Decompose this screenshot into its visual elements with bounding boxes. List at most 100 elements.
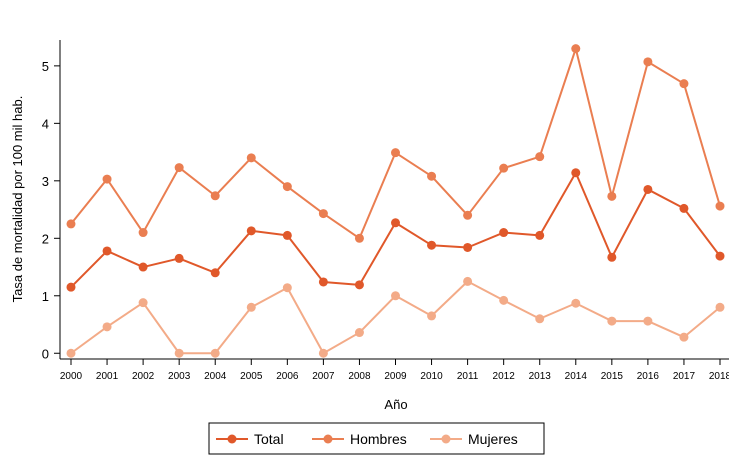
x-tick-label: 2009 [384, 371, 407, 382]
x-tick-label: 2003 [168, 371, 191, 382]
data-point [499, 295, 509, 305]
data-point [715, 302, 725, 312]
series-layer [66, 44, 725, 358]
data-point [643, 184, 653, 194]
data-point [354, 233, 364, 243]
x-tick-label: 2012 [493, 371, 516, 382]
data-point [66, 348, 76, 358]
data-point [246, 153, 256, 163]
y-tick-label: 5 [42, 59, 49, 74]
data-point [102, 174, 112, 184]
data-point [102, 246, 112, 256]
data-point [391, 218, 400, 228]
x-tick-label: 2015 [601, 371, 624, 382]
legend-label: Hombres [350, 431, 407, 447]
data-point [282, 182, 292, 192]
legend-swatch-marker [441, 434, 451, 444]
x-tick-label: 2000 [60, 371, 83, 382]
y-tick-label: 3 [42, 174, 49, 189]
data-point [427, 171, 437, 181]
data-point [282, 230, 292, 240]
data-point [715, 251, 725, 261]
data-point [354, 328, 364, 338]
data-point [607, 252, 617, 262]
data-point [318, 277, 328, 287]
data-point [246, 226, 256, 236]
data-point [391, 291, 400, 301]
data-point [571, 168, 581, 178]
data-point [138, 298, 148, 308]
data-point [210, 268, 220, 278]
x-ticks: 2000 2001 2002 2003 2004 2005 2006 2007 2008 2009… [60, 359, 729, 382]
data-point [715, 201, 725, 211]
data-point [607, 191, 617, 201]
legend-swatch-marker [323, 434, 333, 444]
data-point [463, 242, 473, 252]
data-point [318, 348, 328, 358]
y-tick-label: 4 [42, 116, 49, 131]
legend-swatch-marker [227, 434, 237, 444]
y-axis-title: Tasa de mortalidad por 100 mil hab. [10, 96, 25, 303]
data-point [499, 163, 509, 173]
data-point [643, 57, 653, 67]
data-point [174, 348, 184, 358]
data-point [571, 44, 581, 54]
data-point [102, 322, 112, 332]
series-total [66, 168, 725, 292]
data-point [210, 348, 220, 358]
data-point [535, 230, 545, 240]
x-tick-label: 2018 [709, 371, 729, 382]
x-tick-label: 2008 [348, 371, 371, 382]
data-point [427, 311, 437, 321]
x-tick-label: 2002 [132, 371, 155, 382]
data-point [643, 316, 653, 326]
x-tick-label: 2011 [457, 371, 479, 382]
x-tick-label: 2013 [529, 371, 552, 382]
y-ticks: 0 1 2 3 4 5 [42, 59, 60, 361]
data-point [463, 210, 473, 220]
data-point [607, 316, 617, 326]
data-point [571, 298, 581, 308]
series-hombres [66, 44, 725, 243]
series-line [70, 47, 721, 240]
data-point [282, 283, 292, 293]
x-tick-label: 2016 [637, 371, 660, 382]
data-point [138, 228, 148, 238]
data-point [66, 282, 76, 292]
data-point [679, 203, 689, 213]
series-line [70, 171, 721, 288]
data-point [354, 280, 364, 290]
x-tick-label: 2017 [673, 371, 696, 382]
legend-item-mujeres: Mujeres [430, 431, 518, 447]
data-point [679, 79, 689, 89]
x-tick-label: 2006 [276, 371, 299, 382]
data-point [535, 152, 545, 162]
y-tick-label: 1 [42, 289, 49, 304]
data-point [66, 219, 76, 229]
data-point [210, 191, 220, 201]
x-axis-title: Año [384, 397, 407, 412]
x-tick-label: 2014 [565, 371, 588, 382]
data-point [174, 253, 184, 263]
data-point [679, 332, 689, 342]
data-point [318, 209, 328, 219]
data-point [138, 262, 148, 272]
series-mujeres [66, 276, 725, 358]
y-tick-label: 2 [42, 231, 49, 246]
x-tick-label: 2007 [312, 371, 335, 382]
data-point [174, 163, 184, 173]
x-tick-label: 2004 [204, 371, 227, 382]
axes [59, 40, 729, 360]
legend-label: Total [254, 431, 284, 447]
legend-label: Mujeres [468, 431, 518, 447]
data-point [246, 302, 256, 312]
legend-box [208, 422, 545, 455]
data-point [535, 314, 545, 324]
x-tick-label: 2005 [240, 371, 263, 382]
x-tick-label: 2010 [420, 371, 443, 382]
data-point [463, 276, 473, 286]
x-tick-label: 2001 [96, 371, 119, 382]
data-point [499, 228, 509, 238]
legend: Total Hombres Mujeres [208, 422, 545, 455]
